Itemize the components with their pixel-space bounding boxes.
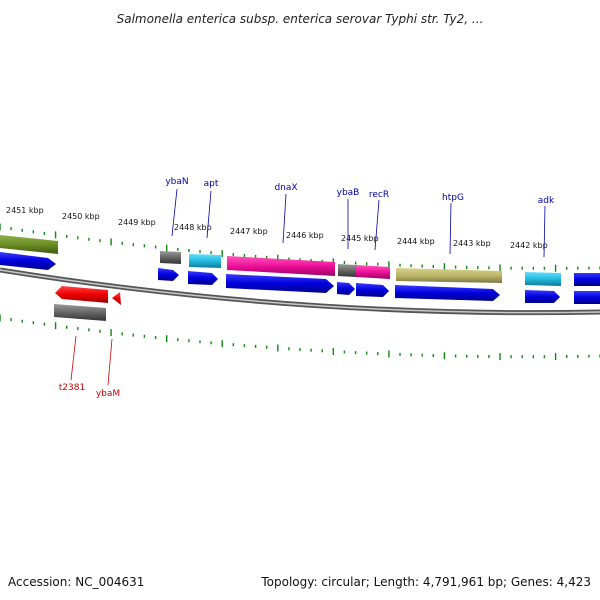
gene-label-htpG[interactable]: htpG: [442, 193, 464, 203]
kbp-label: 2443 kbp: [453, 239, 491, 248]
cds-arrow[interactable]: [525, 290, 560, 303]
cds-arrow[interactable]: [0, 252, 56, 270]
kbp-label: 2450 kbp: [62, 212, 100, 221]
accession-text: Accession: NC_004631: [8, 575, 144, 589]
gene-label-t2381[interactable]: t2381: [59, 383, 85, 393]
gene-label-dnaX[interactable]: dnaX: [274, 183, 297, 193]
trna-arrow[interactable]: [55, 286, 108, 303]
cyan-feature[interactable]: [189, 254, 221, 268]
gray-feature[interactable]: [160, 251, 181, 264]
gene-label-apt[interactable]: apt: [204, 179, 219, 189]
kbp-label: 2449 kbp: [118, 218, 156, 227]
gene-label-adk[interactable]: adk: [538, 196, 555, 206]
inner-tick-ruler: [0, 314, 600, 361]
kbp-label: 2446 kbp: [286, 231, 324, 240]
gene-label-recR[interactable]: recR: [369, 190, 389, 200]
map-title: Salmonella enterica subsp. enterica sero…: [117, 12, 484, 26]
gene-label-ybaM[interactable]: ybaM: [96, 389, 120, 399]
gene-label-ybaB[interactable]: ybaB: [337, 188, 360, 198]
forward-feature-track: [0, 235, 600, 286]
olive-feature[interactable]: [0, 235, 58, 254]
cds-arrow[interactable]: [337, 282, 355, 295]
gray-feature[interactable]: [54, 304, 106, 321]
reverse-gene-labels: t2381 ybaM: [59, 335, 120, 399]
cyan-feature[interactable]: [525, 272, 561, 286]
kbp-label: 2447 kbp: [230, 227, 268, 236]
cds-arrow[interactable]: [226, 274, 334, 293]
reverse-feature-track: [54, 286, 121, 321]
kbp-label: 2445 kbp: [341, 234, 379, 243]
outer-tick-ruler: [0, 223, 600, 272]
cds-arrow[interactable]: [574, 291, 600, 304]
gene-label-ybaN[interactable]: ybaN: [165, 177, 188, 187]
trna-arrow[interactable]: [112, 292, 121, 305]
kbp-label: 2448 kbp: [174, 223, 212, 232]
genome-backbone-highlight: [0, 269, 600, 314]
genome-summary-text: Topology: circular; Length: 4,791,961 bp…: [260, 575, 591, 589]
kbp-labels: 2451 kbp 2450 kbp 2449 kbp 2448 kbp 2447…: [6, 206, 548, 250]
magenta-feature[interactable]: [356, 265, 390, 279]
cds-arrow[interactable]: [188, 271, 218, 285]
cds-feature[interactable]: [574, 273, 600, 286]
khaki-feature[interactable]: [396, 268, 502, 283]
cds-arrow[interactable]: [395, 285, 500, 301]
cds-arrow[interactable]: [356, 283, 389, 297]
gray-feature[interactable]: [338, 264, 356, 277]
kbp-label: 2444 kbp: [397, 237, 435, 246]
kbp-label: 2442 kbp: [510, 241, 548, 250]
magenta-feature[interactable]: [227, 256, 335, 276]
forward-cds-track: [0, 252, 600, 304]
kbp-label: 2451 kbp: [6, 206, 44, 215]
forward-gene-labels: ybaN apt dnaX ybaB recR htpG adk: [165, 177, 555, 258]
cds-arrow[interactable]: [158, 268, 179, 281]
